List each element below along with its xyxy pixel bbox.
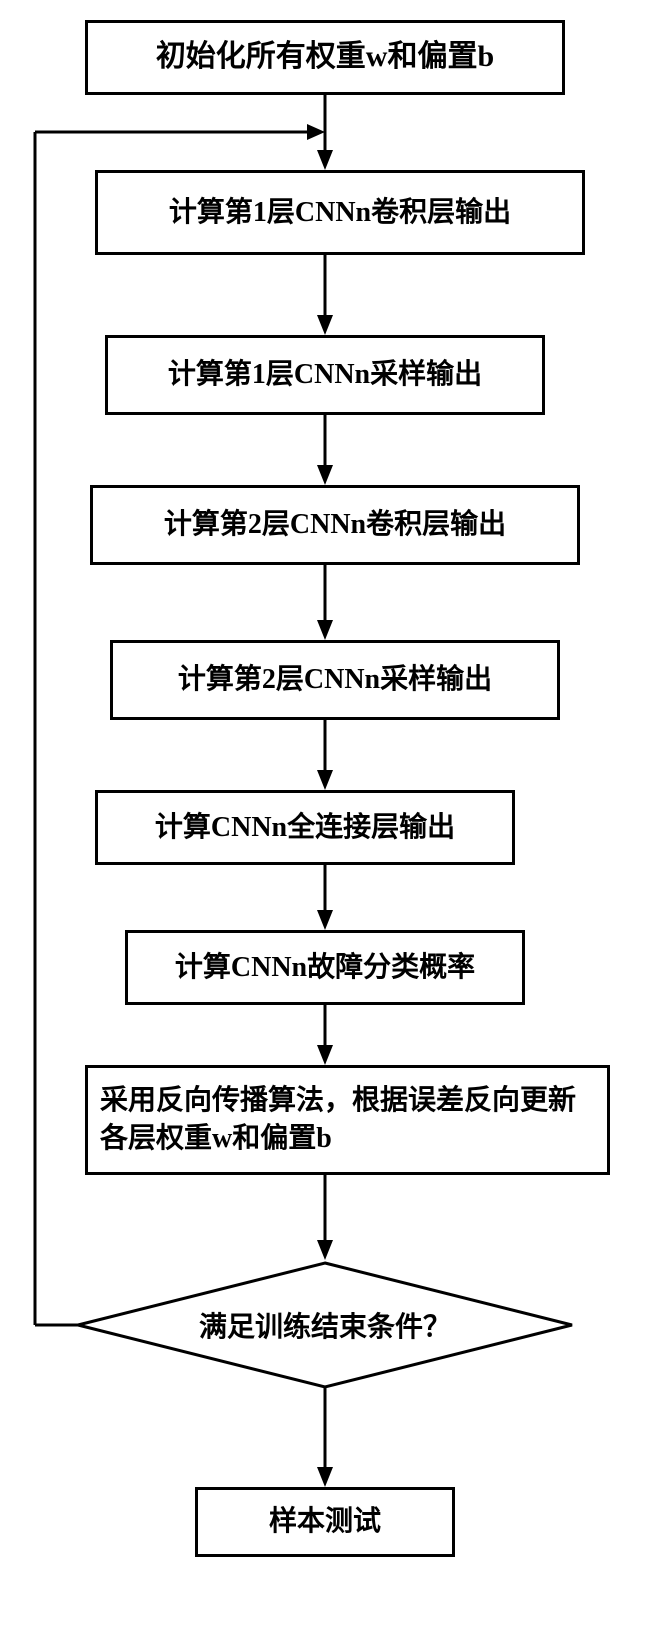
node-pool1: 计算第1层CNNn采样输出 (105, 335, 545, 415)
node-pool1-label: 计算第1层CNNn采样输出 (156, 350, 494, 400)
node-test: 样本测试 (195, 1487, 455, 1557)
node-init-label: 初始化所有权重w和偏置b (144, 31, 506, 84)
arrow-7-8 (315, 1175, 335, 1260)
node-fc-label: 计算CNNn全连接层输出 (143, 803, 467, 853)
arrow-1-2 (315, 255, 335, 335)
arrow-4-5 (315, 720, 335, 790)
arrow-5-6 (315, 865, 335, 930)
arrow-2-3 (315, 415, 335, 485)
flowchart-container: 初始化所有权重w和偏置b 计算第1层CNNn卷积层输出 计算第1层CNNn采样输… (0, 0, 651, 1630)
node-conv2: 计算第2层CNNn卷积层输出 (90, 485, 580, 565)
node-classify-label: 计算CNNn故障分类概率 (163, 943, 487, 993)
node-conv2-label: 计算第2层CNNn卷积层输出 (152, 500, 518, 550)
node-conv1-label: 计算第1层CNNn卷积层输出 (157, 188, 523, 238)
node-pool2-label: 计算第2层CNNn采样输出 (166, 655, 504, 705)
arrow-8-9 (315, 1387, 335, 1487)
node-fc: 计算CNNn全连接层输出 (95, 790, 515, 865)
node-decision-label: 满足训练结束条件？ (199, 1305, 451, 1345)
node-backprop-label: 采用反向传播算法，根据误差反向更新各层权重w和偏置b (88, 1076, 607, 1164)
arrow-6-7 (315, 1005, 335, 1065)
node-init: 初始化所有权重w和偏置b (85, 20, 565, 95)
node-pool2: 计算第2层CNNn采样输出 (110, 640, 560, 720)
node-backprop: 采用反向传播算法，根据误差反向更新各层权重w和偏置b (85, 1065, 610, 1175)
node-conv1: 计算第1层CNNn卷积层输出 (95, 170, 585, 255)
arrow-0-1 (315, 95, 335, 170)
node-decision: 满足训练结束条件？ (75, 1260, 575, 1390)
arrow-3-4 (315, 565, 335, 640)
node-classify: 计算CNNn故障分类概率 (125, 930, 525, 1005)
node-test-label: 样本测试 (257, 1497, 393, 1547)
